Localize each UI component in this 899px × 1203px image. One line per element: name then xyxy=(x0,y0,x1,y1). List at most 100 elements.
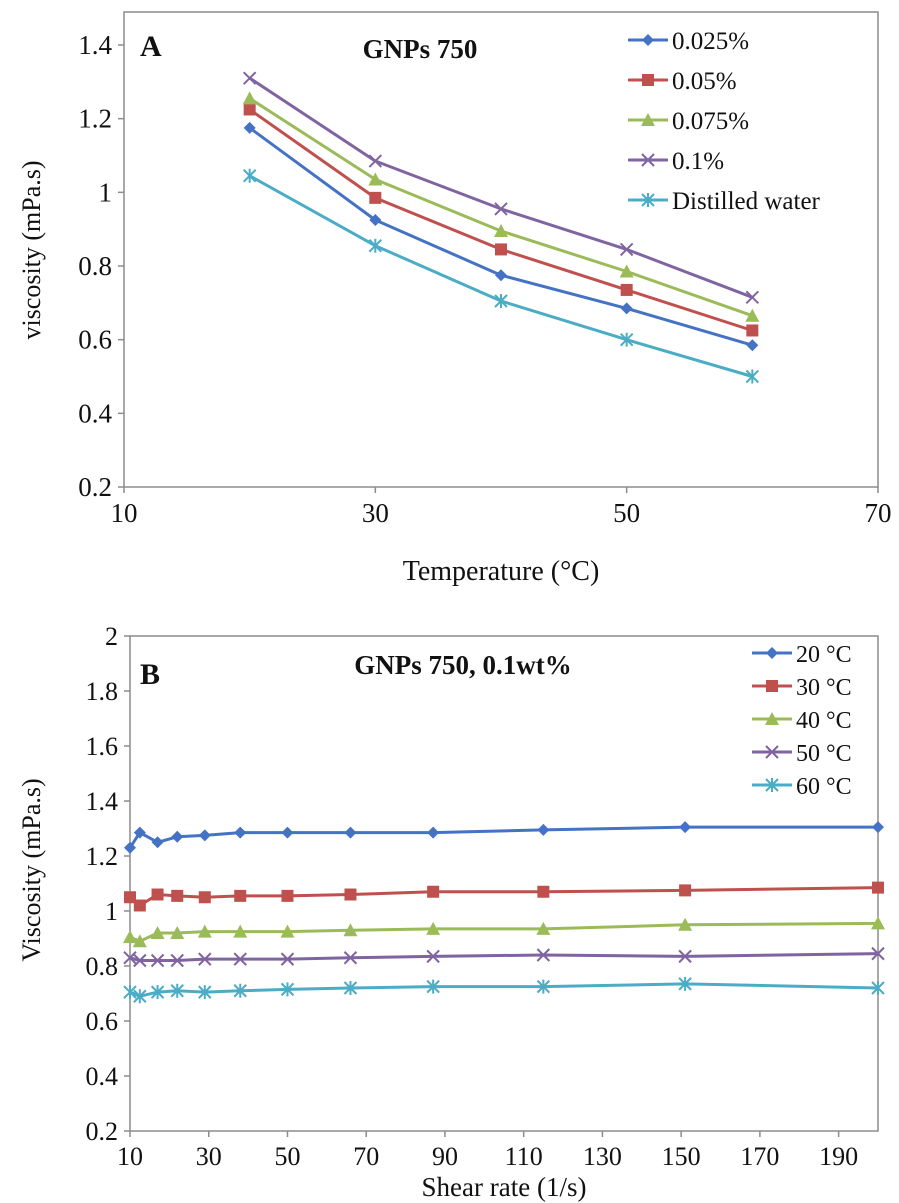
panel-b-x-tick-label: 10 xyxy=(117,1142,143,1171)
panel-b-y-tick-label: 1.6 xyxy=(86,732,119,761)
panel-a-y-tick-label: 0.6 xyxy=(78,325,112,355)
panel-b-series-5 xyxy=(123,976,885,1004)
panel-b-data-point xyxy=(198,829,211,842)
panel-b-series xyxy=(123,821,885,1004)
panel-a-data-point xyxy=(243,121,256,134)
panel-b-data-point xyxy=(123,985,137,1000)
panel-b-data-point xyxy=(871,981,885,995)
panel-b-data-point xyxy=(536,979,551,994)
panel-b-data-point xyxy=(344,826,357,839)
panel-b-data-point xyxy=(537,885,550,898)
panel-b-data-point xyxy=(678,949,692,964)
panel-a-data-point xyxy=(242,71,257,85)
panel-a-data-point xyxy=(620,283,633,296)
panel-a-legend-item: 0.025% xyxy=(628,28,749,55)
panel-a-series xyxy=(242,71,760,384)
panel-b-data-point xyxy=(679,884,692,897)
panel-a-data-point xyxy=(746,339,759,352)
panel-b-x-tick-label: 190 xyxy=(819,1142,858,1171)
panel-b-data-point xyxy=(679,821,692,834)
panel-b-legend-marker xyxy=(765,778,779,792)
panel-a: A GNPs 750 viscosity (mPa.s) Temperature… xyxy=(17,11,892,587)
panel-b-data-point xyxy=(281,826,294,839)
panel-a-data-point xyxy=(746,324,759,337)
panel-b-data-point xyxy=(343,923,358,937)
panel-b-data-point xyxy=(150,985,165,1000)
panel-b-data-point xyxy=(281,889,294,902)
panel-a-y-tick-label: 1 xyxy=(99,177,113,207)
panel-b-data-point xyxy=(171,889,184,902)
panel-b-x-tick-label: 110 xyxy=(505,1142,543,1171)
panel-a-x-tick-label: 70 xyxy=(865,498,892,528)
panel-b-legend-marker xyxy=(765,712,779,725)
panel-a-y-tick-label: 1.2 xyxy=(78,104,112,134)
panel-b-y-tick-label: 0.2 xyxy=(86,1117,119,1146)
panel-b-data-point xyxy=(343,951,358,965)
panel-a-legend-marker xyxy=(641,113,655,126)
panel-b-y-tick-label: 1.8 xyxy=(86,677,119,706)
panel-a-data-point xyxy=(368,154,383,168)
panel-b-data-point xyxy=(233,983,247,998)
panel-b-data-point xyxy=(233,924,248,938)
panel-b-legend-marker xyxy=(766,680,778,692)
panel-b-y-tick-label: 0.8 xyxy=(86,952,119,981)
panel-a-legend-marker xyxy=(642,74,654,86)
panel-b-legend-label: 40 °C xyxy=(796,708,852,734)
panel-b-data-point xyxy=(198,985,212,1000)
panel-b-data-point xyxy=(124,891,136,904)
panel-a-series-4 xyxy=(242,71,760,305)
panel-b-y-tick-label: 0.4 xyxy=(86,1062,119,1091)
panel-b-x-tick-label: 70 xyxy=(353,1142,379,1171)
panel-a-legend-label: 0.075% xyxy=(672,108,749,135)
panel-b-x-tick-label: 90 xyxy=(432,1142,458,1171)
panel-a-data-point xyxy=(745,290,760,305)
panel-b-data-point xyxy=(678,976,692,991)
panel-b-data-point xyxy=(871,916,885,930)
panel-b-data-point xyxy=(872,881,884,894)
panel-b-legend-label: 60 °C xyxy=(796,774,852,800)
panel-a-legend-label: 0.025% xyxy=(672,28,749,55)
panel-b-data-point xyxy=(426,921,441,935)
panel-b-series-line xyxy=(129,952,879,962)
panel-b-y-tick-label: 2 xyxy=(105,622,118,651)
panel-a-y-tick-label: 0.2 xyxy=(78,472,112,502)
panel-a-legend-item: Distilled water xyxy=(628,188,821,215)
panel-b-data-point xyxy=(343,981,358,995)
panel-b-data-point xyxy=(170,926,185,939)
panel-b-legend-item: 40 °C xyxy=(752,708,852,734)
panel-b-data-point xyxy=(234,826,247,839)
panel-b-legend-item: 60 °C xyxy=(752,774,852,800)
panel-b-data-point xyxy=(150,926,165,939)
panel-a-data-point xyxy=(745,308,760,322)
panel-a-series-5 xyxy=(242,168,760,384)
panel-b-data-point xyxy=(123,930,137,944)
panel-b-data-point xyxy=(133,826,146,839)
panel-b-data-point xyxy=(427,885,440,898)
panel-b-x-axis-label: Shear rate (1/s) xyxy=(422,1172,587,1202)
panel-b-data-point xyxy=(151,888,164,901)
panel-a-data-point xyxy=(368,238,383,253)
panel-a-data-point xyxy=(495,243,507,256)
panel-b-plot-frame xyxy=(129,635,879,1132)
panel-b-legend-label: 30 °C xyxy=(796,675,852,701)
panel-b-y-tick-label: 0.6 xyxy=(86,1007,119,1036)
panel-b-data-point xyxy=(536,948,551,962)
panel-a-legend-item: 0.1% xyxy=(628,148,724,175)
panel-a-y-tick-label: 0.4 xyxy=(78,398,112,428)
panel-a-y-tick-label: 1.4 xyxy=(78,30,112,60)
panel-b-data-point xyxy=(170,983,184,998)
panel-a-label: A xyxy=(140,30,162,63)
panel-b-x-tick-label: 50 xyxy=(274,1142,300,1171)
panel-b-x-tick-label: 170 xyxy=(740,1142,779,1171)
panel-a-data-point xyxy=(619,242,634,257)
panel-b-data-point xyxy=(171,830,184,843)
panel-a-series-1 xyxy=(243,121,759,352)
panel-b-data-point xyxy=(198,952,212,966)
panel-a-data-point xyxy=(369,191,382,204)
panel-b-series-4 xyxy=(123,946,885,968)
panel-a-legend-label: 0.05% xyxy=(672,68,737,95)
panel-a-legend: 0.025% 0.05% 0.075% 0.1% Distilled water xyxy=(628,28,821,215)
panel-b-data-point xyxy=(872,821,884,834)
panel-b-series-2 xyxy=(124,881,884,912)
